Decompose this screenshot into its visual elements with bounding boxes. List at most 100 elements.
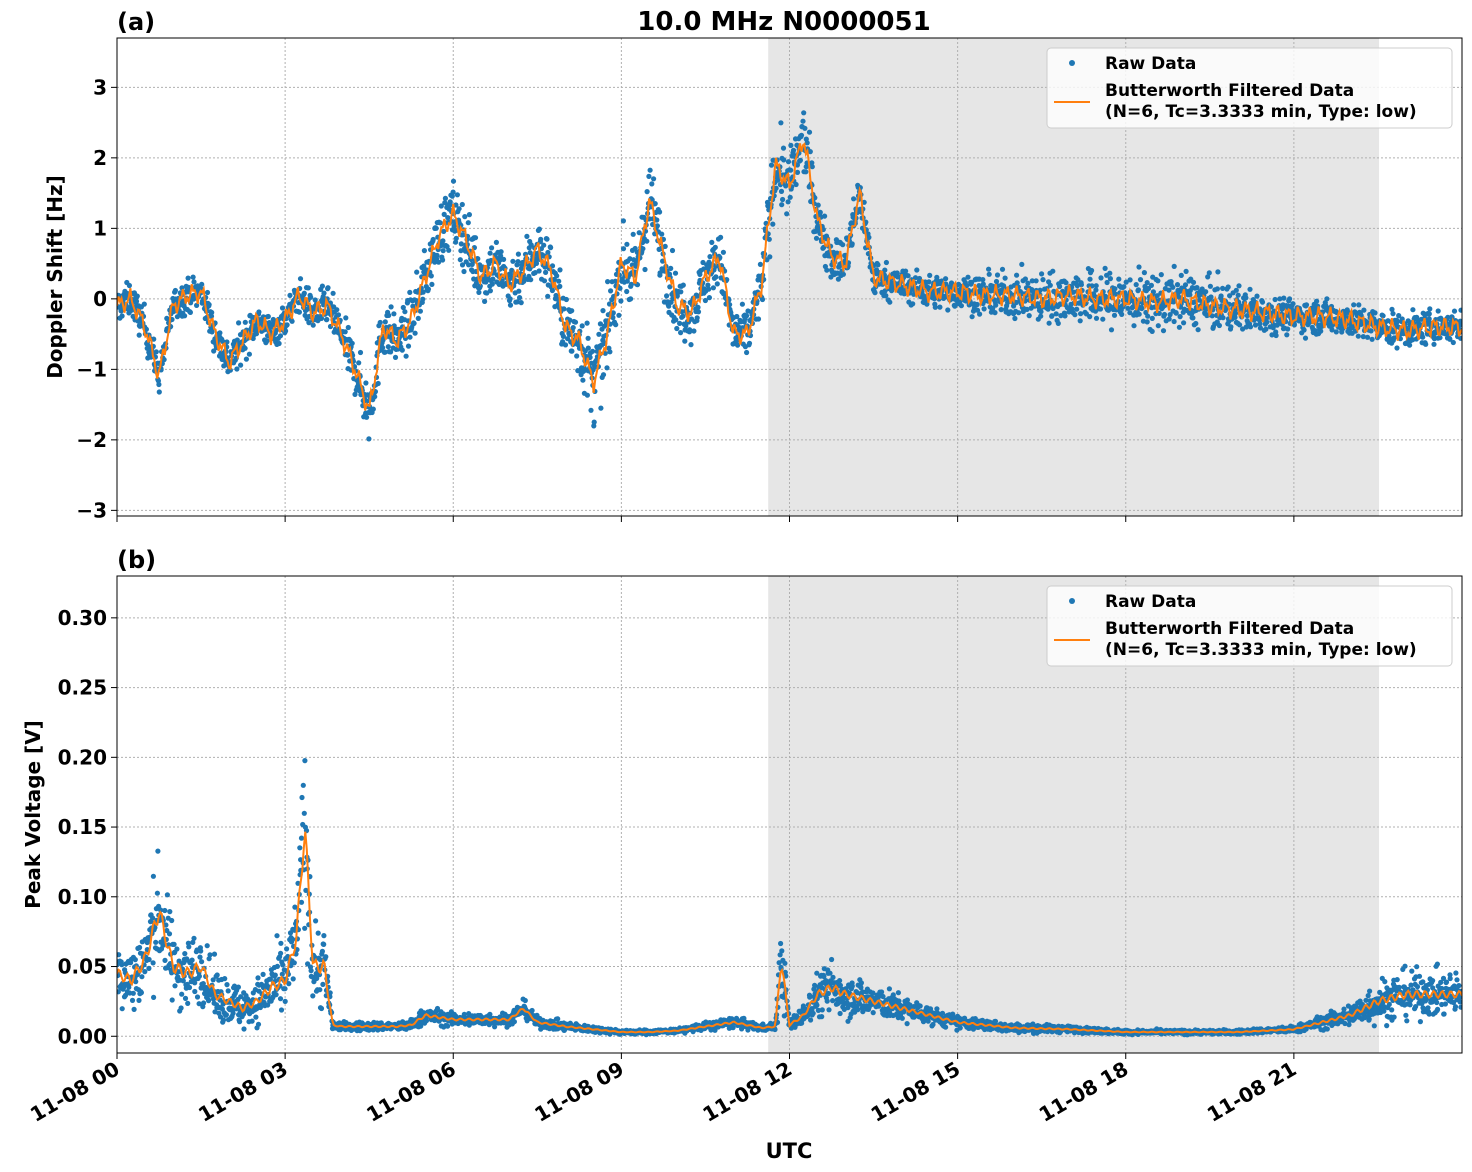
raw-data-point <box>1450 339 1456 346</box>
raw-data-point <box>1281 295 1287 301</box>
raw-data-point <box>604 365 610 371</box>
raw-data-point <box>814 1002 820 1008</box>
raw-data-point <box>325 285 331 291</box>
raw-data-point <box>1247 286 1253 292</box>
raw-data-point <box>1050 268 1056 274</box>
raw-data-point <box>994 272 1001 278</box>
raw-data-point <box>414 269 420 275</box>
raw-data-point <box>364 414 370 420</box>
raw-data-point <box>777 952 783 958</box>
raw-data-point <box>510 258 516 264</box>
raw-data-point <box>382 349 388 355</box>
raw-data-point <box>134 293 140 299</box>
raw-data-point <box>849 241 855 247</box>
figure-title: 10.0 MHz N0000051 <box>637 7 930 37</box>
raw-data-point <box>1194 285 1200 291</box>
raw-data-point <box>163 922 169 928</box>
raw-data-point <box>296 309 302 315</box>
raw-data-point <box>319 283 325 289</box>
raw-data-point <box>1078 282 1084 288</box>
raw-data-point <box>1160 328 1167 334</box>
raw-data-point <box>1203 289 1209 295</box>
raw-data-point <box>1075 277 1081 283</box>
raw-data-point <box>143 326 149 332</box>
raw-data-point <box>610 314 616 321</box>
raw-data-point <box>407 334 413 340</box>
raw-data-point <box>788 167 794 173</box>
raw-data-point <box>364 398 370 404</box>
raw-data-point <box>1458 307 1462 313</box>
raw-data-point <box>194 994 201 1000</box>
raw-data-point <box>1123 279 1129 285</box>
raw-data-point <box>1351 302 1357 308</box>
raw-data-point <box>806 129 813 135</box>
raw-data-point <box>1218 293 1224 299</box>
raw-data-point <box>759 296 766 303</box>
raw-data-point <box>301 290 307 296</box>
legend-marker-raw <box>1069 60 1075 66</box>
raw-data-point <box>808 1017 814 1023</box>
raw-data-point <box>1225 284 1231 290</box>
raw-data-point <box>136 997 142 1004</box>
raw-data-point <box>1155 323 1161 329</box>
raw-data-point <box>198 948 204 954</box>
raw-data-point <box>167 909 173 915</box>
raw-data-point <box>1040 277 1046 283</box>
raw-data-point <box>321 941 327 948</box>
raw-data-point <box>555 1016 561 1022</box>
raw-data-point <box>1057 301 1063 307</box>
raw-data-point <box>440 248 446 254</box>
raw-data-point <box>420 296 426 302</box>
raw-data-point <box>1089 267 1095 274</box>
raw-data-point <box>1025 280 1031 286</box>
raw-data-point <box>317 987 323 993</box>
raw-data-point <box>801 110 807 116</box>
raw-data-point <box>620 246 627 252</box>
raw-data-point <box>757 261 764 267</box>
raw-data-point <box>1407 342 1413 348</box>
raw-data-point <box>407 289 413 295</box>
raw-data-point <box>279 971 285 977</box>
raw-data-point <box>714 281 720 287</box>
raw-data-point <box>1178 272 1184 278</box>
raw-data-point <box>1369 336 1375 342</box>
y-tick-label: 2 <box>93 146 107 170</box>
raw-data-point <box>926 279 932 285</box>
raw-data-point <box>608 288 614 294</box>
raw-data-point <box>377 319 383 326</box>
raw-data-point <box>235 984 241 990</box>
raw-data-point <box>199 281 205 287</box>
raw-data-point <box>1199 286 1205 292</box>
raw-data-point <box>185 275 191 281</box>
raw-data-point <box>256 309 262 315</box>
raw-data-point <box>596 331 602 337</box>
raw-data-point <box>199 959 205 965</box>
raw-data-point <box>768 162 775 168</box>
raw-data-point <box>153 349 159 355</box>
raw-data-point <box>1074 283 1080 289</box>
raw-data-point <box>292 904 298 910</box>
raw-data-point <box>1190 315 1196 321</box>
raw-data-point <box>119 313 125 319</box>
raw-data-point <box>194 302 200 308</box>
raw-data-point <box>1038 309 1044 315</box>
raw-data-point <box>1380 313 1386 319</box>
raw-data-point <box>1119 311 1125 317</box>
raw-data-point <box>313 918 319 924</box>
raw-data-point <box>548 245 554 251</box>
raw-data-point <box>277 996 284 1002</box>
raw-data-point <box>1301 327 1307 333</box>
raw-data-point <box>207 952 213 958</box>
raw-data-point <box>702 297 709 304</box>
raw-data-point <box>778 120 784 126</box>
raw-data-point <box>776 960 782 966</box>
raw-data-point <box>1232 314 1238 320</box>
raw-data-point <box>1107 270 1113 276</box>
raw-data-point <box>813 235 820 241</box>
raw-data-point <box>569 348 575 354</box>
raw-data-point <box>980 281 986 287</box>
raw-data-point <box>356 360 362 366</box>
raw-data-point <box>562 342 569 348</box>
raw-data-point <box>291 960 297 966</box>
